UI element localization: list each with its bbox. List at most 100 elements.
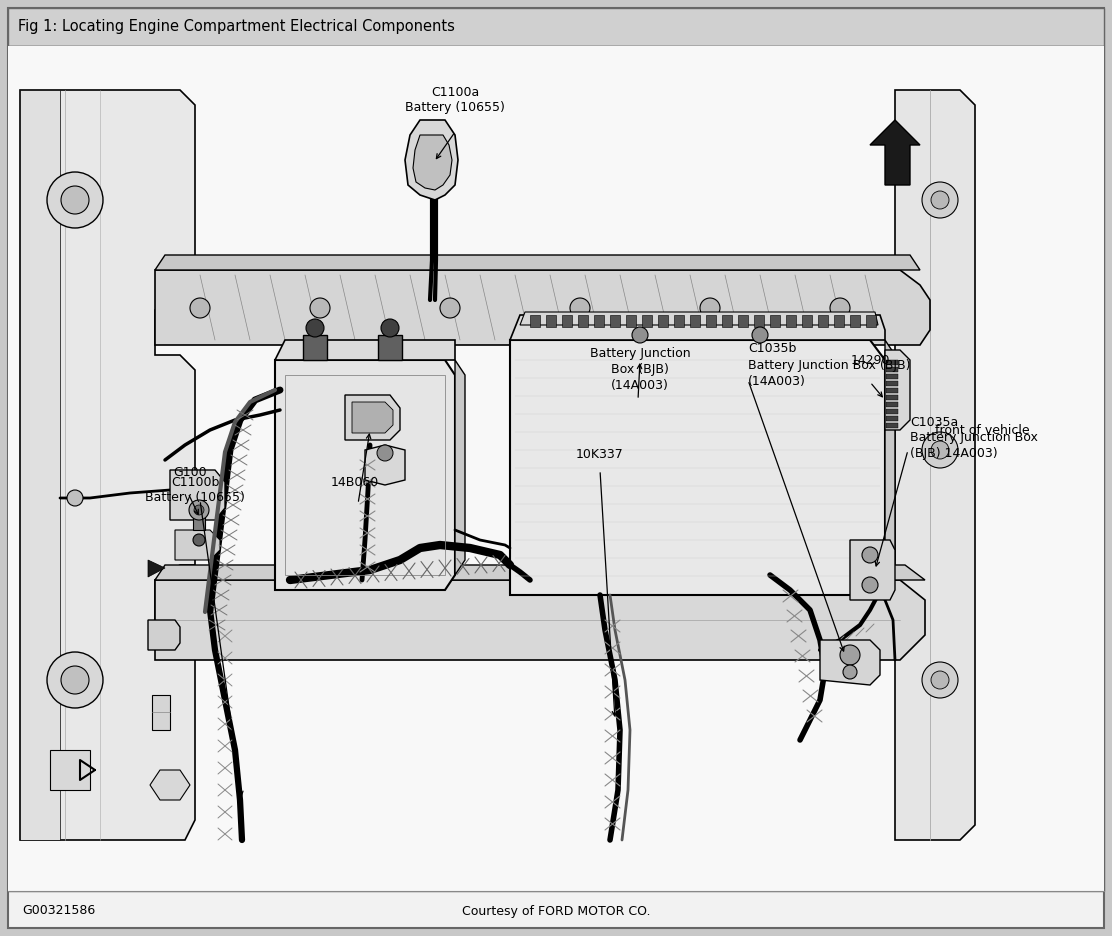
- Polygon shape: [786, 315, 796, 327]
- Polygon shape: [895, 90, 975, 840]
- Polygon shape: [626, 315, 636, 327]
- Polygon shape: [870, 120, 920, 185]
- Text: Fig 1: Locating Engine Compartment Electrical Components: Fig 1: Locating Engine Compartment Elect…: [18, 20, 455, 35]
- Polygon shape: [674, 315, 684, 327]
- Circle shape: [922, 662, 959, 698]
- Text: G100: G100: [173, 465, 207, 478]
- Circle shape: [843, 665, 857, 679]
- Polygon shape: [738, 315, 748, 327]
- Circle shape: [830, 298, 850, 318]
- Polygon shape: [155, 270, 930, 345]
- Polygon shape: [722, 315, 732, 327]
- Bar: [8, 8, 1104, 46]
- Circle shape: [193, 505, 203, 515]
- Circle shape: [61, 186, 89, 214]
- Circle shape: [840, 645, 860, 665]
- Circle shape: [752, 327, 768, 343]
- Polygon shape: [820, 640, 880, 685]
- Text: C1100a
Battery (10655): C1100a Battery (10655): [405, 85, 505, 114]
- Polygon shape: [850, 540, 895, 600]
- Circle shape: [632, 327, 648, 343]
- Polygon shape: [148, 560, 165, 577]
- Polygon shape: [562, 315, 572, 327]
- Polygon shape: [405, 120, 458, 200]
- Polygon shape: [530, 315, 540, 327]
- Polygon shape: [510, 315, 885, 340]
- Polygon shape: [152, 695, 170, 730]
- Polygon shape: [886, 409, 898, 414]
- Polygon shape: [378, 335, 403, 360]
- Polygon shape: [754, 315, 764, 327]
- Polygon shape: [886, 381, 898, 386]
- Circle shape: [381, 319, 399, 337]
- Text: Courtesy of FORD MOTOR CO.: Courtesy of FORD MOTOR CO.: [461, 904, 651, 917]
- Polygon shape: [353, 402, 393, 433]
- Polygon shape: [818, 315, 828, 327]
- Polygon shape: [175, 530, 220, 560]
- Polygon shape: [691, 315, 699, 327]
- Polygon shape: [885, 340, 895, 575]
- Circle shape: [862, 577, 878, 593]
- Polygon shape: [50, 750, 90, 790]
- Polygon shape: [275, 360, 455, 590]
- Polygon shape: [155, 255, 920, 270]
- Polygon shape: [150, 770, 190, 800]
- Polygon shape: [155, 565, 925, 580]
- Circle shape: [306, 319, 324, 337]
- Polygon shape: [642, 315, 652, 327]
- Polygon shape: [770, 315, 780, 327]
- Text: Battery Junction
Box (BJB)
(14A003): Battery Junction Box (BJB) (14A003): [589, 347, 691, 392]
- Polygon shape: [302, 335, 327, 360]
- Polygon shape: [455, 360, 465, 575]
- Polygon shape: [886, 367, 898, 372]
- Polygon shape: [546, 315, 556, 327]
- Polygon shape: [510, 340, 885, 595]
- Circle shape: [862, 547, 878, 563]
- Polygon shape: [706, 315, 716, 327]
- Circle shape: [931, 441, 949, 459]
- Polygon shape: [275, 340, 455, 360]
- Polygon shape: [148, 620, 180, 650]
- Polygon shape: [886, 388, 898, 393]
- Circle shape: [47, 172, 103, 228]
- Polygon shape: [413, 135, 451, 190]
- Polygon shape: [658, 315, 668, 327]
- Polygon shape: [886, 374, 898, 379]
- Text: C1035b
Battery Junction Box (BJB)
(14A003): C1035b Battery Junction Box (BJB) (14A00…: [748, 343, 911, 388]
- Polygon shape: [20, 90, 195, 840]
- Text: G00321586: G00321586: [22, 904, 96, 917]
- Polygon shape: [886, 395, 898, 400]
- Text: 14290: 14290: [851, 354, 890, 367]
- Circle shape: [189, 500, 209, 520]
- Text: C1035a
Battery Junction Box
(BJB) 14A003): C1035a Battery Junction Box (BJB) 14A003…: [910, 416, 1037, 461]
- Circle shape: [310, 298, 330, 318]
- Circle shape: [190, 298, 210, 318]
- Polygon shape: [866, 315, 876, 327]
- Polygon shape: [886, 402, 898, 407]
- Circle shape: [377, 445, 393, 461]
- Text: front of vehicle: front of vehicle: [935, 423, 1030, 436]
- Polygon shape: [20, 90, 60, 840]
- Polygon shape: [610, 315, 620, 327]
- Circle shape: [67, 490, 83, 506]
- Polygon shape: [578, 315, 588, 327]
- Circle shape: [193, 534, 205, 546]
- Polygon shape: [850, 315, 860, 327]
- Polygon shape: [594, 315, 604, 327]
- Polygon shape: [345, 395, 400, 440]
- Polygon shape: [885, 350, 910, 430]
- Polygon shape: [886, 360, 898, 365]
- Circle shape: [440, 298, 460, 318]
- Polygon shape: [365, 445, 405, 485]
- Polygon shape: [520, 312, 878, 325]
- Polygon shape: [193, 505, 205, 530]
- Circle shape: [61, 666, 89, 694]
- Circle shape: [699, 298, 719, 318]
- Polygon shape: [802, 315, 812, 327]
- Circle shape: [931, 671, 949, 689]
- Circle shape: [570, 298, 590, 318]
- Polygon shape: [886, 423, 898, 428]
- Polygon shape: [834, 315, 844, 327]
- Text: C1100b
Battery (10655): C1100b Battery (10655): [145, 475, 245, 505]
- Text: 10K337: 10K337: [576, 448, 624, 461]
